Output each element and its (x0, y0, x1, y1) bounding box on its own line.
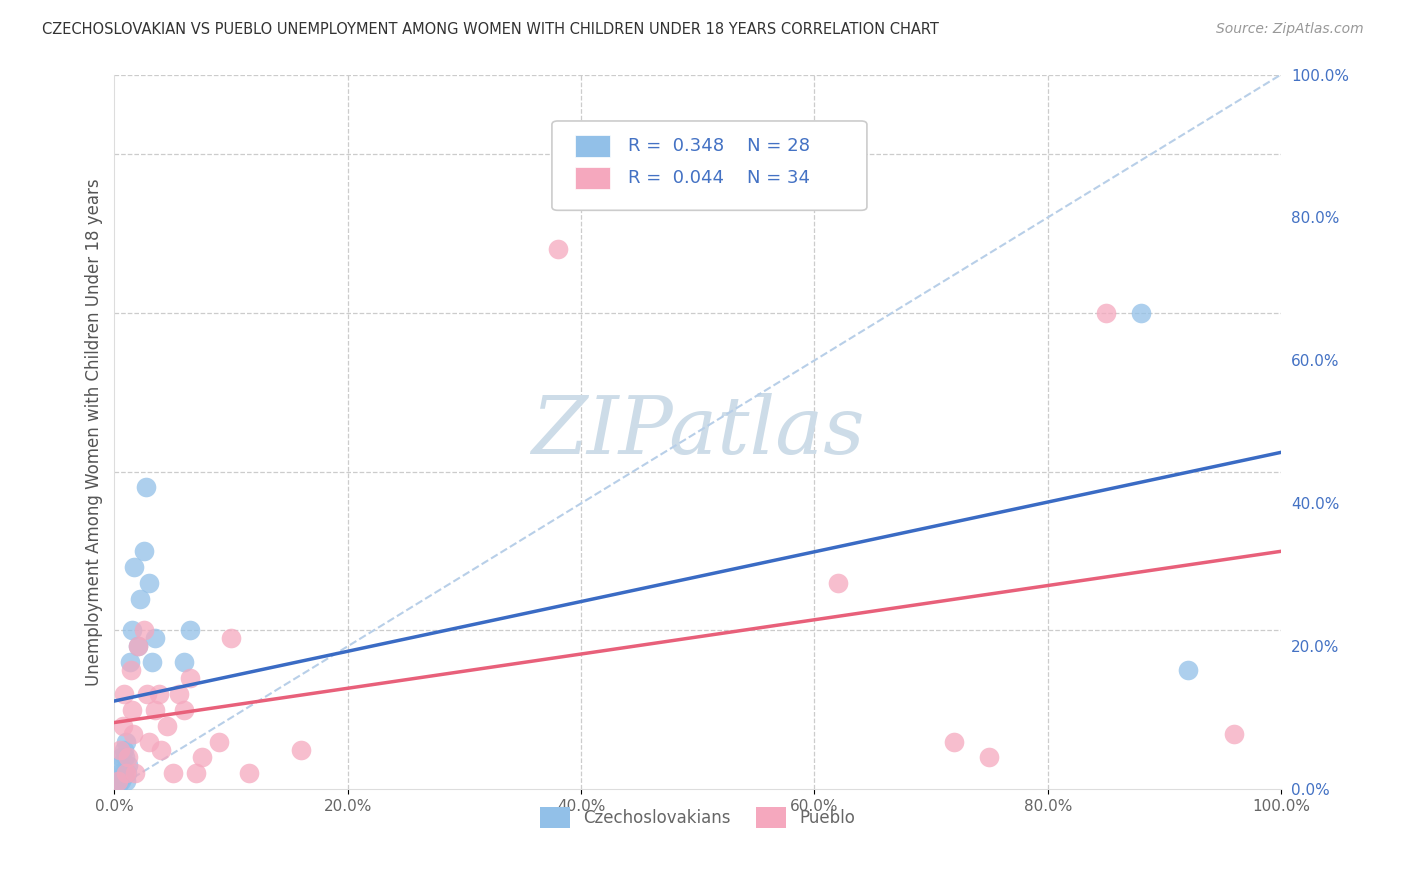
Point (943, 734, 966, 748)
Point (112, 687, 135, 701)
FancyBboxPatch shape (553, 121, 868, 211)
Point (112, 766, 135, 780)
Point (547, 242, 569, 256)
Point (110, 766, 132, 780)
Y-axis label: Unemployment Among Women with Children Under 18 years: Unemployment Among Women with Children U… (86, 178, 103, 686)
Point (141, 655, 163, 669)
Point (138, 575, 160, 590)
Point (111, 770, 134, 784)
Point (132, 544, 155, 558)
Point (208, 734, 231, 748)
Point (179, 671, 201, 685)
Legend: Czechoslovakians, Pueblo: Czechoslovakians, Pueblo (533, 801, 862, 835)
Point (138, 734, 160, 748)
Point (1095, 306, 1118, 320)
Point (1130, 306, 1153, 320)
Point (111, 719, 134, 733)
Point (290, 742, 312, 756)
Bar (575, 168, 610, 189)
Point (156, 719, 179, 733)
Point (127, 640, 149, 654)
Text: Source: ZipAtlas.com: Source: ZipAtlas.com (1216, 22, 1364, 37)
Point (110, 774, 132, 789)
Point (110, 750, 132, 764)
Point (167, 687, 190, 701)
Point (179, 624, 201, 638)
Point (1177, 663, 1199, 677)
Point (219, 632, 242, 646)
Point (124, 766, 146, 780)
Point (143, 703, 166, 717)
Point (108, 774, 131, 789)
Bar (575, 136, 610, 157)
Point (122, 560, 145, 574)
Point (107, 778, 129, 792)
Point (162, 766, 184, 780)
Point (120, 663, 142, 677)
Point (238, 766, 260, 780)
Point (143, 632, 166, 646)
Point (115, 766, 138, 780)
Text: ZIPatlas: ZIPatlas (531, 393, 865, 471)
Point (110, 742, 132, 756)
Point (121, 703, 143, 717)
Point (121, 624, 143, 638)
Point (132, 624, 155, 638)
Point (117, 750, 139, 764)
Point (173, 703, 195, 717)
Point (117, 758, 139, 772)
Point (129, 591, 152, 606)
Point (135, 480, 157, 494)
Point (136, 687, 159, 701)
Point (191, 750, 214, 764)
Point (122, 726, 145, 740)
Point (150, 742, 173, 756)
Point (827, 575, 849, 590)
Text: R =  0.044    N = 34: R = 0.044 N = 34 (627, 169, 810, 187)
Point (117, 766, 139, 780)
Point (110, 758, 132, 772)
Point (112, 742, 135, 756)
Point (127, 640, 149, 654)
Point (114, 750, 136, 764)
Point (107, 774, 129, 789)
Point (173, 655, 195, 669)
Text: R =  0.348    N = 28: R = 0.348 N = 28 (627, 137, 810, 155)
Point (1223, 726, 1246, 740)
Point (148, 687, 170, 701)
Point (118, 655, 141, 669)
Point (115, 774, 138, 789)
Text: CZECHOSLOVAKIAN VS PUEBLO UNEMPLOYMENT AMONG WOMEN WITH CHILDREN UNDER 18 YEARS : CZECHOSLOVAKIAN VS PUEBLO UNEMPLOYMENT A… (42, 22, 939, 37)
Point (979, 750, 1001, 764)
Point (115, 734, 138, 748)
Point (184, 766, 207, 780)
